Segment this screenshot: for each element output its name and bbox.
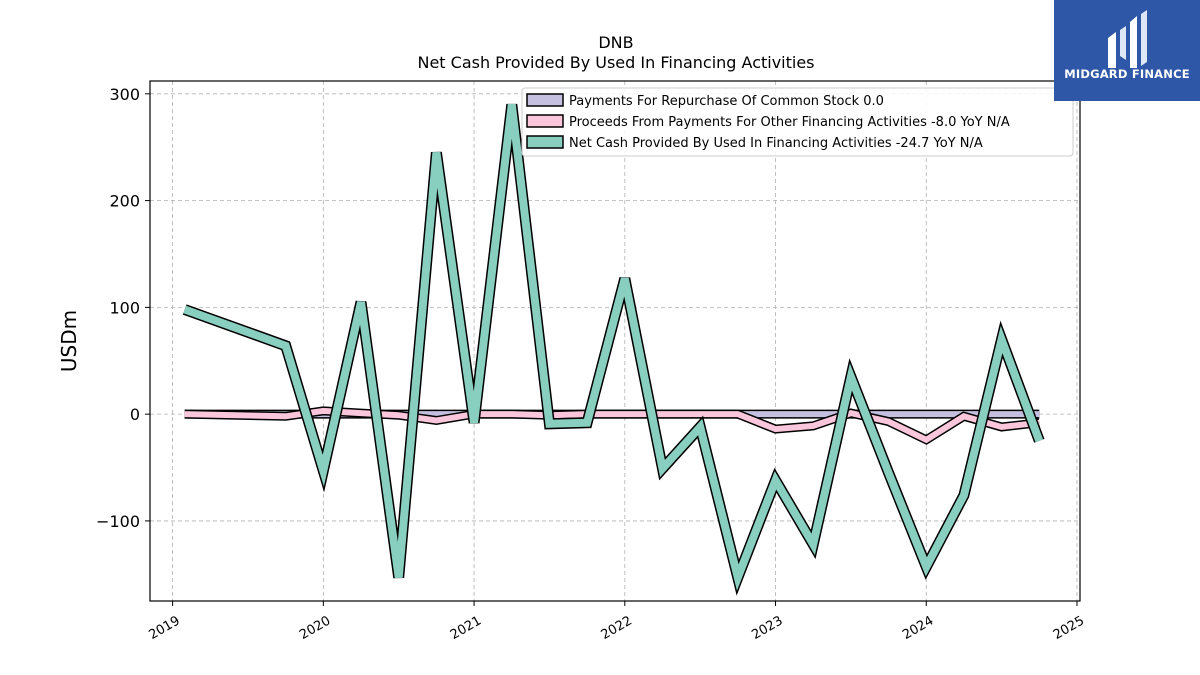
x-tick-label: 2020 — [297, 613, 333, 643]
series-3-line — [183, 104, 1044, 591]
x-tick-label: 2022 — [599, 613, 635, 643]
x-tick-label: 2021 — [448, 613, 484, 643]
legend-swatch — [526, 93, 564, 107]
y-axis-label: USDm — [57, 310, 81, 372]
logo-mark-icon — [1108, 10, 1147, 68]
legend: Payments For Repurchase Of Common Stock … — [521, 87, 1074, 157]
y-tick-label: 200 — [109, 192, 140, 211]
legend-swatch — [526, 114, 564, 128]
x-tick-label: 2025 — [1051, 613, 1087, 643]
legend-label: Net Cash Provided By Used In Financing A… — [569, 136, 983, 151]
y-tick-label: −100 — [96, 512, 140, 531]
y-tick-label: 300 — [109, 85, 140, 104]
ticks: −100 0 100 200 300 2019 2020 2021 2022 2023 2024 20… — [96, 85, 1087, 643]
series-3 — [182, 103, 1045, 596]
plot-frame — [149, 80, 1081, 602]
y-tick-label: 100 — [109, 298, 140, 317]
logo-text: MIDGARD FINANCE — [1064, 67, 1190, 81]
legend-label: Payments For Repurchase Of Common Stock … — [569, 94, 884, 109]
series-group — [182, 103, 1045, 596]
legend-swatch — [526, 135, 564, 149]
legend-label: Proceeds From Payments For Other Financi… — [569, 115, 1010, 130]
y-tick-label: 0 — [130, 405, 140, 424]
x-tick-label: 2023 — [749, 613, 785, 643]
chart-subtitle: Net Cash Provided By Used In Financing A… — [417, 53, 814, 72]
midgard-finance-logo: MIDGARD FINANCE — [1054, 0, 1200, 101]
chart-title: DNB — [598, 33, 633, 52]
legend-box — [521, 87, 1074, 157]
x-tick-label: 2019 — [146, 613, 182, 643]
grid — [150, 81, 1080, 601]
x-tick-label: 2024 — [900, 613, 936, 643]
